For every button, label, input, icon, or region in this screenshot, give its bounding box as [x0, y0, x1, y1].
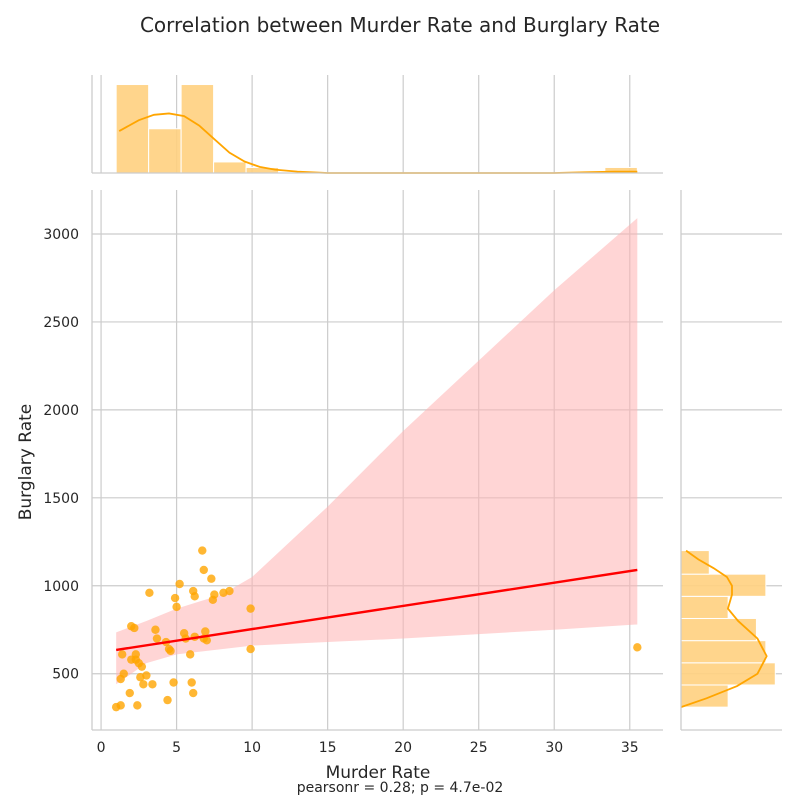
x-hist-bar — [180, 84, 215, 174]
scatter-point — [137, 662, 147, 671]
x-tick-label: 20 — [394, 740, 412, 756]
scatter-point — [201, 627, 210, 636]
y-hist-bar — [680, 640, 767, 664]
scatter-point — [116, 701, 125, 710]
scatter-point — [118, 650, 127, 659]
y-tick-label: 3000 — [43, 227, 79, 243]
x-tick-label: 0 — [97, 740, 106, 756]
scatter-point — [166, 646, 175, 656]
scatter-point — [189, 688, 198, 698]
x-tick-label: 25 — [470, 740, 488, 756]
y-tick-label: 500 — [52, 667, 79, 683]
marginal-y-histogram — [680, 190, 782, 731]
scatter-point — [633, 643, 642, 652]
x-axis-label: Murder Rate — [326, 763, 431, 783]
scatter-point — [185, 650, 195, 659]
scatter-point — [207, 574, 216, 583]
x-tick-label: 5 — [172, 740, 181, 756]
joint-scatter-panel: 0 5 10 15 20 25 30 35 500 1000 1500 2000 2500 3000 — [43, 190, 663, 756]
scatter-point — [142, 671, 151, 680]
y-tick-label: 2500 — [43, 315, 79, 331]
y-hist-bar — [680, 595, 729, 619]
y-hist-bar — [680, 573, 767, 597]
scatter-point — [145, 588, 154, 598]
scatter-point — [172, 602, 181, 612]
x-tick-label: 30 — [545, 740, 563, 756]
x-tick-label: 10 — [243, 740, 261, 756]
x-tick-label: 15 — [319, 740, 337, 756]
y-hist-bar — [680, 617, 757, 642]
scatter-point — [190, 592, 199, 601]
scatter-point — [133, 701, 142, 710]
scatter-point — [148, 680, 157, 689]
y-kde-curve — [680, 549, 768, 708]
scatter-point — [170, 593, 180, 603]
scatter-point — [151, 625, 160, 634]
scatter-point — [130, 623, 139, 633]
scatter-point — [198, 546, 207, 555]
y-tick-label: 1000 — [43, 579, 79, 595]
marginal-x-histogram — [91, 75, 663, 174]
scatter-point — [187, 678, 196, 687]
scatter-point — [246, 604, 255, 613]
y-tick-label: 1500 — [43, 491, 79, 507]
scatter-point — [139, 680, 148, 689]
regression-line — [115, 568, 638, 652]
x-hist-bar — [148, 128, 182, 174]
scatter-point — [125, 688, 134, 698]
scatter-point — [225, 586, 234, 596]
scatter-point — [199, 565, 208, 575]
scatter-point — [119, 669, 128, 678]
x-tick-label: 35 — [621, 740, 639, 756]
scatter-point — [210, 590, 219, 599]
pearson-annotation: pearsonr = 0.28; p = 4.7e-02 — [297, 780, 504, 796]
scatter-point — [163, 695, 172, 705]
x-hist-bar — [115, 84, 150, 174]
scatter-point — [152, 634, 162, 643]
scatter-point — [127, 655, 136, 664]
scatter-point — [175, 579, 184, 589]
confidence-band — [116, 218, 638, 685]
chart-title: Correlation between Murder Rate and Burg… — [140, 13, 660, 37]
scatter-point — [169, 678, 178, 687]
y-axis-label: Burglary Rate — [16, 404, 36, 521]
scatter-point — [246, 644, 255, 654]
y-tick-label: 2000 — [43, 403, 79, 419]
x-hist-bar — [213, 161, 247, 174]
